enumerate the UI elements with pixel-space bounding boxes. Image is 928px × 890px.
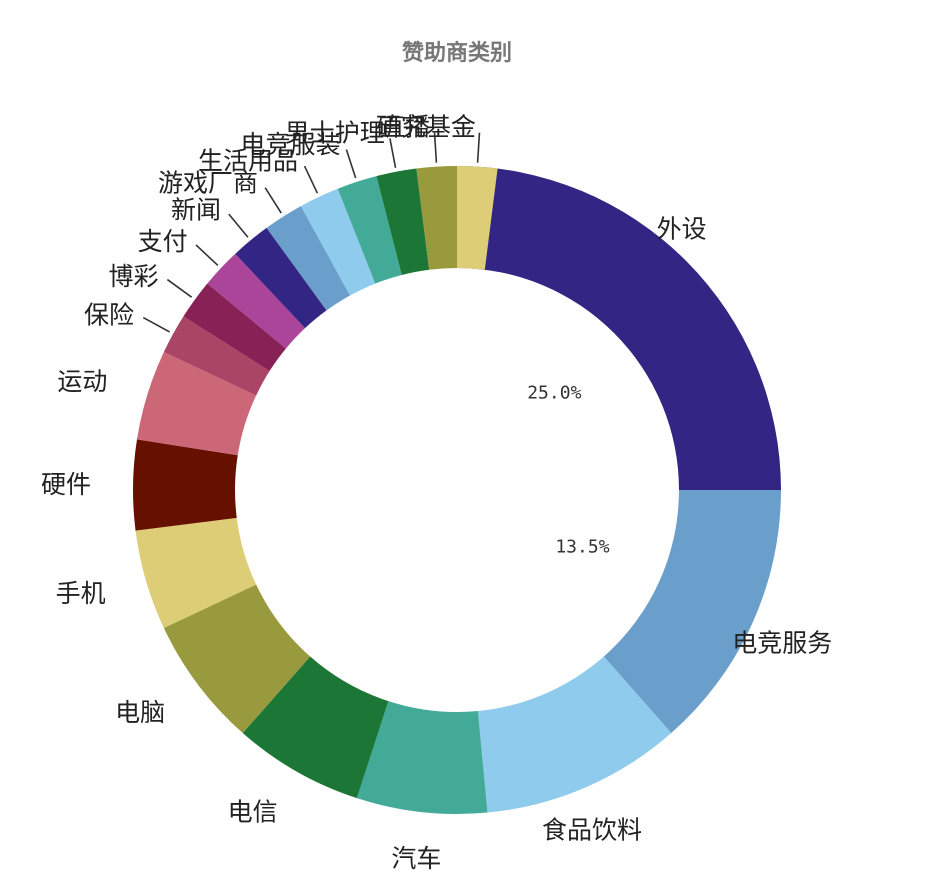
slice-label-6: 电脑 [115,698,165,727]
slice-18 [416,166,457,270]
slice-label-18: 直播 [380,113,430,142]
slice-4 [356,701,488,814]
slice-13 [235,227,327,329]
slice-label-17: 男士护理 [285,118,385,147]
slice-label-16: 电竞服装 [241,130,341,159]
percent-label-2: 13.5% [555,537,609,558]
slice-label-12: 支付 [138,227,188,256]
slice-14 [266,206,351,311]
slice-2 [603,490,782,734]
slice-label-8: 硬件 [41,470,91,499]
slice-15 [300,188,376,296]
slice-7 [135,517,257,628]
leader-line-14 [264,187,282,214]
leader-lines-group [142,132,481,333]
slice-label-9: 运动 [57,367,107,396]
leader-line-11 [166,278,193,298]
slice-label-11: 博彩 [109,262,159,291]
slice-16 [337,176,402,284]
slice-10 [163,316,270,396]
slice-8 [133,439,238,531]
slice-label-19: 研究基金 [376,113,476,142]
slice-label-7: 手机 [56,579,106,608]
slice-11 [183,283,286,372]
slice-19 [457,166,498,270]
slice-label-3: 食品饮料 [542,816,642,845]
percent-labels-group: 25.0% 13.5% [527,383,609,558]
slice-label-15: 生活用品 [198,147,298,176]
slice-label-10: 保险 [84,301,134,330]
slice-12 [207,253,306,349]
leader-line-16 [345,149,357,179]
slices-group [133,166,782,814]
slice-17 [376,168,430,275]
slice-6 [163,584,311,734]
slice-label-1: 外设 [657,214,707,243]
chart-title: 赞助商类别 [401,40,512,66]
slice-label-2: 电竞服务 [732,628,832,657]
slice-label-4: 汽车 [391,844,441,873]
slice-5 [242,656,389,799]
slice-9 [136,352,257,456]
slice-label-13: 新闻 [171,196,221,225]
leader-line-13 [228,213,249,238]
slice-1 [457,166,781,490]
leader-line-15 [303,165,319,194]
leader-line-12 [195,244,219,267]
percent-label-1: 25.0% [527,383,581,404]
slice-3 [477,656,672,813]
leader-line-10 [142,316,170,333]
leader-line-17 [389,138,397,168]
slice-label-5: 电信 [228,797,278,826]
leader-line-19 [476,132,481,163]
slice-label-14: 游戏厂商 [158,169,258,198]
leader-line-18 [433,132,438,163]
